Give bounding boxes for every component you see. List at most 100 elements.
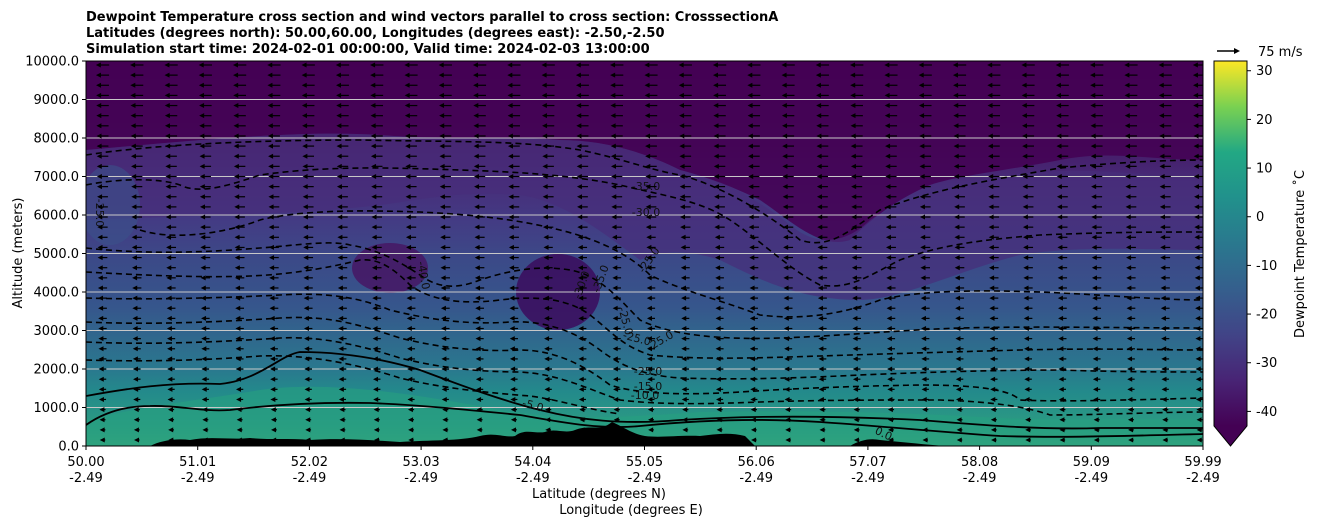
wind-vector: [610, 113, 623, 119]
wind-vector: [647, 407, 655, 413]
wind-vector: [644, 123, 658, 129]
wind-vector: [576, 184, 588, 190]
wind-vector: [990, 417, 997, 423]
wind-vector: [476, 417, 483, 423]
wind-vector: [644, 113, 658, 119]
wind-vector: [166, 234, 177, 240]
wind-vector: [371, 234, 382, 240]
wind-vector: [852, 305, 862, 311]
y-tick-label: 2000.0: [34, 363, 80, 378]
wind-vector: [510, 376, 518, 382]
wind-vector: [888, 427, 894, 433]
wind-vector: [131, 163, 143, 169]
wind-vector: [921, 396, 929, 402]
wind-vector: [781, 103, 795, 109]
wind-vector: [132, 275, 142, 281]
wind-vector: [132, 305, 142, 311]
wind-vector: [200, 275, 211, 281]
wind-vector: [988, 224, 999, 230]
wind-vector: [336, 113, 349, 119]
wind-vector: [301, 72, 315, 78]
wind-vector: [96, 113, 109, 119]
wind-vector: [1125, 163, 1137, 169]
contour-line: [86, 354, 621, 415]
wind-vector: [408, 437, 414, 443]
wind-vector: [235, 315, 244, 321]
wind-vector: [781, 113, 795, 119]
wind-vector: [440, 255, 451, 261]
wind-vector: [1124, 82, 1138, 88]
wind-vector: [1159, 214, 1171, 220]
wind-vector: [577, 255, 587, 261]
wind-vector: [1124, 92, 1138, 98]
wind-vector: [301, 92, 315, 98]
wind-vector: [886, 315, 896, 321]
wind-vector: [955, 295, 965, 301]
wind-vector: [922, 417, 929, 423]
wind-vector: [815, 82, 829, 88]
wind-vector: [1022, 214, 1034, 220]
wind-vector: [370, 143, 383, 149]
wind-vector: [1090, 123, 1103, 129]
wind-vector: [303, 295, 313, 301]
wind-vector: [233, 82, 247, 88]
wind-vector: [681, 326, 690, 332]
wind-vector: [1160, 305, 1170, 311]
wind-vector: [473, 72, 487, 78]
wind-vector: [166, 255, 176, 261]
wind-vector: [987, 92, 1001, 98]
wind-vector: [131, 194, 143, 200]
wind-vector: [1161, 396, 1169, 402]
wind-vector: [1056, 194, 1068, 200]
wind-vector: [98, 346, 107, 352]
wind-vector: [236, 427, 243, 433]
wind-vector: [475, 326, 484, 332]
wind-vector: [440, 275, 450, 281]
wind-vector: [1058, 366, 1067, 372]
wind-vector: [886, 346, 895, 352]
wind-vector: [1023, 285, 1033, 291]
wind-vector: [819, 417, 826, 423]
wind-vector: [781, 82, 795, 88]
wind-vector: [96, 133, 109, 139]
contour-line-zero: [86, 351, 1203, 430]
wind-vector: [301, 113, 315, 119]
wind-vector: [507, 103, 521, 109]
wind-vector: [304, 376, 312, 382]
wind-vector: [476, 396, 484, 402]
x-axis-label-latitude: Latitude (degrees N): [532, 487, 666, 502]
wind-vector: [541, 103, 555, 109]
wind-vector: [579, 407, 586, 413]
wind-vector: [954, 234, 965, 240]
wind-vector: [373, 417, 380, 423]
wind-vector: [851, 194, 863, 200]
wind-vector: [577, 244, 588, 250]
wind-vector: [1160, 295, 1170, 301]
wind-vector: [438, 62, 452, 68]
wind-vector: [645, 153, 657, 159]
wind-vector: [1091, 173, 1103, 179]
wind-vector: [1091, 214, 1102, 220]
wind-vector: [1195, 386, 1203, 392]
wind-vector: [885, 143, 897, 149]
wind-vector: [747, 143, 760, 149]
wind-vector: [201, 376, 210, 382]
wind-vector: [885, 184, 897, 190]
wind-vector: [577, 224, 588, 230]
wind-vector: [474, 234, 485, 240]
wind-vector: [198, 82, 212, 88]
wind-vector: [715, 285, 724, 291]
wind-vector: [373, 376, 381, 382]
wind-vector: [818, 356, 827, 362]
wind-vector: [97, 204, 108, 210]
x-tick-label-lon: -2.49: [181, 471, 215, 486]
wind-vector: [851, 184, 863, 190]
wind-vector: [510, 366, 518, 372]
wind-vector: [544, 315, 553, 321]
wind-vector: [918, 62, 932, 68]
wind-vector: [1193, 133, 1203, 139]
wind-vector: [544, 326, 553, 332]
wind-vector: [441, 396, 449, 402]
wind-vector: [853, 407, 860, 413]
wind-vector: [919, 184, 931, 190]
